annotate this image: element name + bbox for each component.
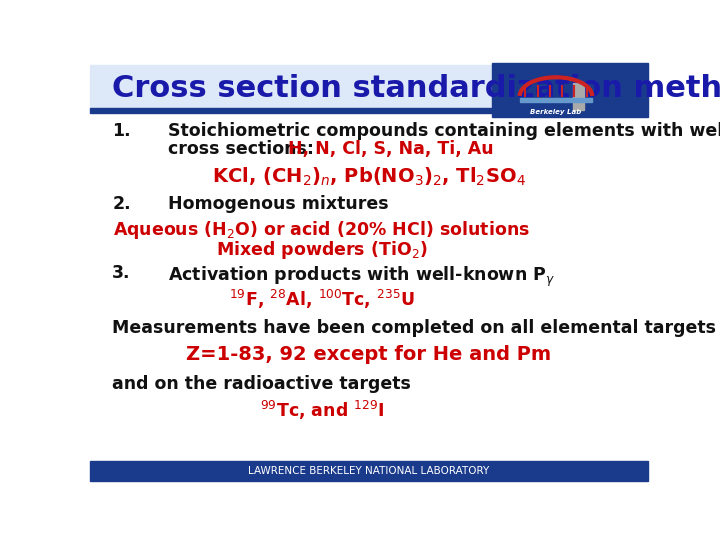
Text: Homogenous mixtures: Homogenous mixtures xyxy=(168,194,389,213)
Text: 3.: 3. xyxy=(112,265,131,282)
Text: 1.: 1. xyxy=(112,122,131,140)
Text: cross sections:: cross sections: xyxy=(168,140,332,158)
Bar xyxy=(90,461,648,481)
Text: Z=1-83, 92 except for He and Pm: Z=1-83, 92 except for He and Pm xyxy=(186,346,552,365)
Text: Mixed powders (TiO$_2$): Mixed powders (TiO$_2$) xyxy=(216,239,428,261)
Text: Activation products with well-known P$_\gamma$: Activation products with well-known P$_\… xyxy=(168,265,555,288)
Text: Measurements have been completed on all elemental targets: Measurements have been completed on all … xyxy=(112,319,716,338)
Text: Cross section standardization methods: Cross section standardization methods xyxy=(112,73,720,103)
Text: H, N, Cl, S, Na, Ti, Au: H, N, Cl, S, Na, Ti, Au xyxy=(288,140,494,158)
Text: Berkeley Lab: Berkeley Lab xyxy=(531,109,582,116)
Text: $^{19}$F, $^{28}$Al, $^{100}$Tc, $^{235}$U: $^{19}$F, $^{28}$Al, $^{100}$Tc, $^{235}… xyxy=(228,288,415,311)
Text: and on the radioactive targets: and on the radioactive targets xyxy=(112,375,411,394)
Text: Stoichiometric compounds containing elements with well-known: Stoichiometric compounds containing elem… xyxy=(168,122,720,140)
Text: LAWRENCE BERKELEY NATIONAL LABORATORY: LAWRENCE BERKELEY NATIONAL LABORATORY xyxy=(248,465,490,476)
Bar xyxy=(572,83,584,110)
Text: KCl, (CH$_2$)$_n$, Pb(NO$_3$)$_2$, Tl$_2$SO$_4$: KCl, (CH$_2$)$_n$, Pb(NO$_3$)$_2$, Tl$_2… xyxy=(212,165,526,188)
Text: Aqueous (H$_2$O) or acid (20% HCl) solutions: Aqueous (H$_2$O) or acid (20% HCl) solut… xyxy=(113,219,530,241)
Bar xyxy=(90,109,492,113)
Bar xyxy=(520,98,593,102)
Text: $^{99}$Tc, and $^{129}$I: $^{99}$Tc, and $^{129}$I xyxy=(259,399,384,422)
Bar xyxy=(90,65,648,109)
Bar xyxy=(492,63,648,117)
Text: 2.: 2. xyxy=(112,194,131,213)
